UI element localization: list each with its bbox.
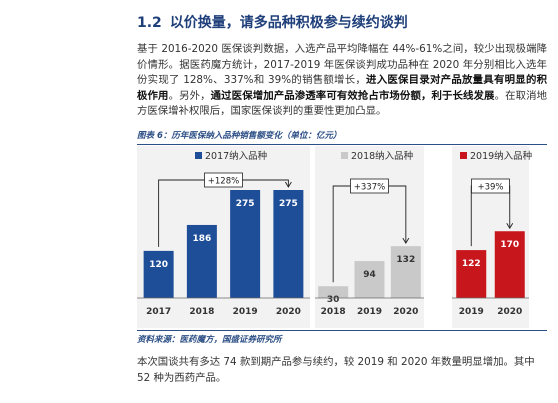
paragraph-text-1: 基于 2016-2020 医保谈判数据，入选产品平均降幅在 44%-61%之间，… xyxy=(137,43,547,86)
bar-value-label: 122 xyxy=(462,259,481,269)
chart-group-2017: 2017纳入品种 120 2017 186 2018 275 2019 275 2020 +128… xyxy=(137,146,310,328)
bar-2019 xyxy=(230,190,261,298)
bar-value-label: 132 xyxy=(396,255,415,265)
legend-swatch xyxy=(460,152,467,159)
bar-2018 xyxy=(186,224,217,298)
paragraph-text-3: 。在取消地方医保增补权限后，国家医保谈判的重要性更加凸显。 xyxy=(137,89,548,118)
bar-value-label: 120 xyxy=(149,260,168,270)
growth-label-box xyxy=(204,172,243,188)
figure-caption: 图表 6：历年医保纳入品种销售额变化（单位：亿元） xyxy=(137,131,342,141)
x-tick-label: 2019 xyxy=(357,307,382,317)
x-tick-label: 2018 xyxy=(321,307,346,317)
x-tick-label: 2019 xyxy=(233,307,258,317)
legend-label: 2019纳入品种 xyxy=(470,150,532,162)
figure-bottom-rule xyxy=(137,330,547,331)
chart-group-2019: 2019纳入品种 122 2019 170 2020 +39% xyxy=(452,146,532,328)
section-heading: 1.2 以价换量，请多品种积极参与续约谈判 xyxy=(137,12,408,32)
body-paragraph-2: 本次国谈共有多达 74 款到期产品参与续约，较 2019 和 2020 年数量明… xyxy=(137,356,535,384)
x-tick-label: 2018 xyxy=(189,307,214,317)
bar-2018 xyxy=(318,286,349,298)
bar-2020 xyxy=(390,246,421,298)
bar-value-label: 186 xyxy=(192,234,211,244)
paragraph-bold-2: 通过医保增加产品渗透率可有效抢占市场份额，利于长线发展 xyxy=(210,89,495,102)
x-tick-label: 2020 xyxy=(276,307,301,317)
chart-group-2018: 2018纳入品种 30 2018 94 2019 132 2020 +337% xyxy=(315,146,424,328)
legend-label: 2018纳入品种 xyxy=(351,150,413,162)
x-tick-label: 2019 xyxy=(459,307,484,317)
bar-value-label: 275 xyxy=(236,199,255,209)
figure-source: 资料来源：医药魔方，国盛证券研究所 xyxy=(137,335,282,345)
growth-arrow-icon xyxy=(506,223,514,230)
legend-swatch xyxy=(195,152,202,159)
section-number: 1.2 xyxy=(137,15,162,31)
growth-label-box xyxy=(350,178,389,194)
legend-swatch xyxy=(341,152,348,159)
bar-value-label: 275 xyxy=(279,199,298,209)
paragraph-text-2: 。另外， xyxy=(168,89,211,102)
figure-top-rule xyxy=(137,144,547,145)
x-tick-label: 2020 xyxy=(393,307,418,317)
bar-2020 xyxy=(273,190,304,298)
bar-value-label: 170 xyxy=(500,240,519,250)
x-tick-label: 2020 xyxy=(497,307,522,317)
growth-label: +128% xyxy=(208,177,239,187)
legend-label: 2017纳入品种 xyxy=(205,150,267,162)
bar-2017 xyxy=(143,250,174,298)
bar-2019 xyxy=(354,261,385,298)
bar-value-label: 30 xyxy=(327,295,340,305)
bar-value-label: 94 xyxy=(363,270,376,280)
growth-arrow-icon xyxy=(402,237,410,245)
sales-bar-chart: 2017纳入品种 120 2017 186 2018 275 2019 275 2020 +128… xyxy=(137,146,532,328)
paragraph-bold-1: 进入医保目录对产品放量具有明显的积极作用 xyxy=(137,74,547,102)
growth-label: +39% xyxy=(477,183,503,193)
growth-label: +337% xyxy=(354,183,385,193)
bar-2020 xyxy=(494,231,525,298)
body-paragraph: 基于 2016-2020 医保谈判数据，入选产品平均降幅在 44%-61%之间，… xyxy=(137,42,547,120)
growth-label-box xyxy=(471,178,510,194)
x-tick-label: 2017 xyxy=(146,307,171,317)
bar-2019 xyxy=(456,250,487,298)
section-title: 以价换量，请多品种积极参与续约谈判 xyxy=(169,15,408,31)
growth-arrow-icon xyxy=(284,181,292,188)
